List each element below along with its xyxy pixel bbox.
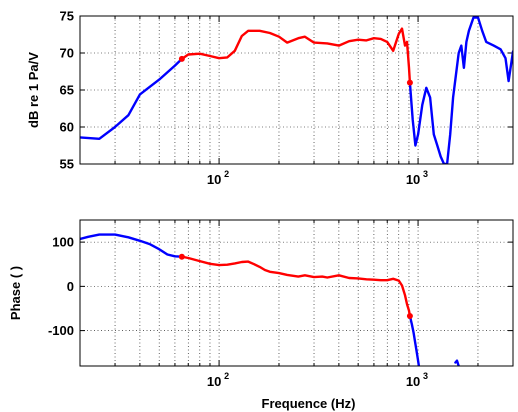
axes-frame [79,219,514,367]
y-tick-label: 55 [60,157,74,172]
y-axis-label: Phase ( ) [8,266,23,320]
marker-point-1 [178,253,185,260]
y-tick-label: 70 [60,46,74,61]
marker-point-2 [406,79,413,86]
series-line-4 [454,359,460,366]
y-tick-label: 60 [60,120,74,135]
marker-point-2 [406,313,413,320]
series-line-1 [80,57,184,140]
marker-point-1 [178,55,185,62]
series-line-3 [408,16,513,164]
y-tick-label: 65 [60,83,74,98]
x-tick-exponent: 3 [423,371,428,381]
y-tick-label: 0 [67,279,74,294]
x-tick-label: 10 [406,172,420,187]
series-line-2 [180,27,412,84]
series-line-1 [80,233,184,258]
x-tick-exponent: 2 [224,169,229,179]
grid [79,220,514,366]
series-line-2 [180,255,412,318]
x-tick-label: 10 [207,172,221,187]
x-tick-label: 10 [207,374,221,389]
y-tick-label: 100 [52,235,74,250]
y-tick-label: 75 [60,9,74,24]
x-tick-exponent: 3 [423,169,428,179]
axes-frame [79,15,514,165]
x-axis-label: Frequence (Hz) [262,396,356,411]
y-axis-label: dB re 1 Pa/V [26,52,41,128]
series-line-3 [408,314,421,366]
x-tick-exponent: 2 [224,371,229,381]
y-tick-label: -100 [48,323,74,338]
x-tick-label: 10 [406,374,420,389]
